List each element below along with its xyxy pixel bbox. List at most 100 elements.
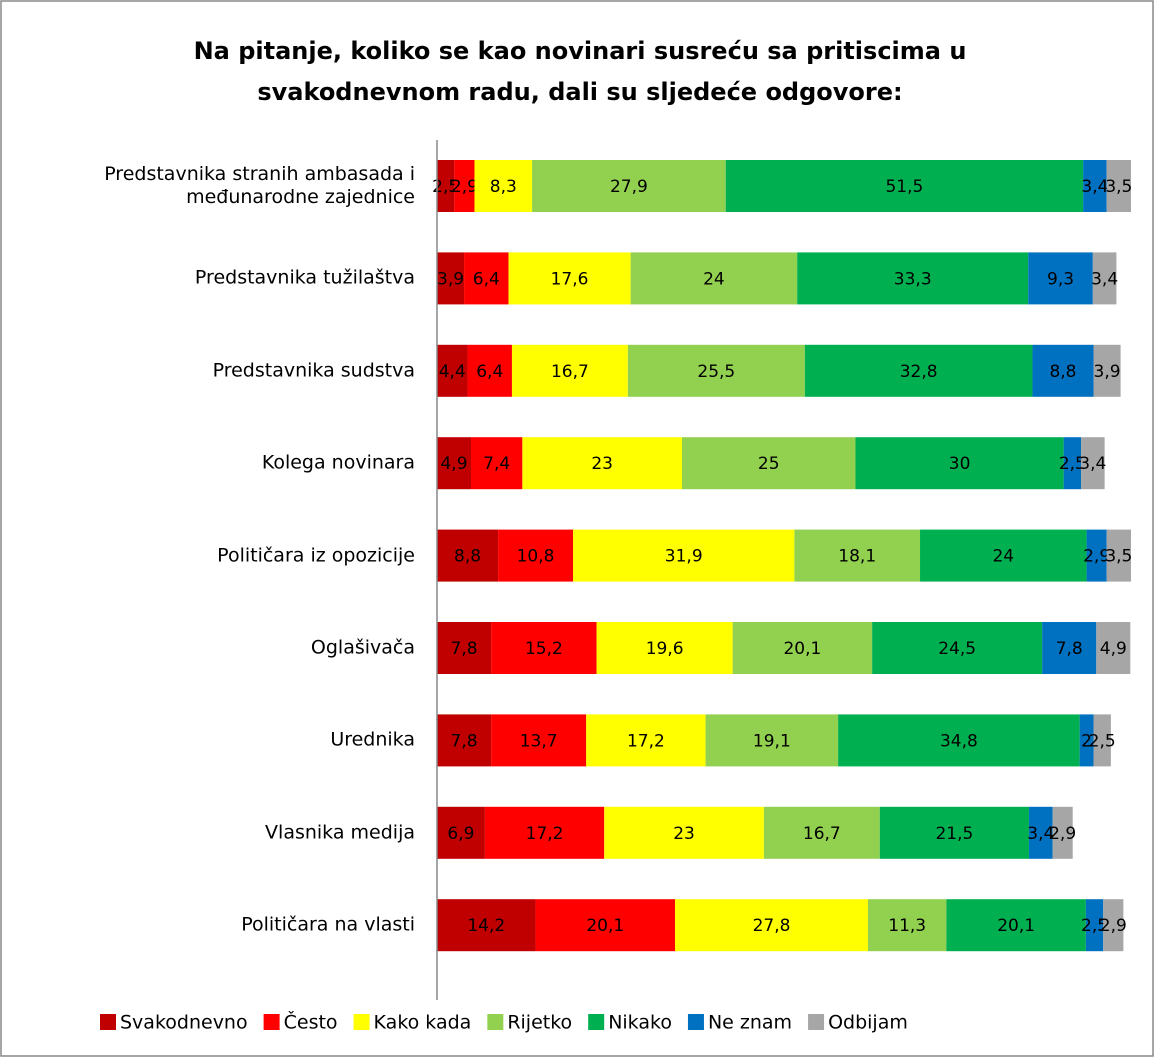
data-label: 2,9 [451,177,478,197]
data-label: 6,9 [447,824,474,844]
data-label: 3,9 [437,269,464,289]
data-label: 7,8 [451,639,478,659]
bar-segment [794,529,921,582]
bar-segment [630,252,798,305]
data-label: 17,2 [627,731,665,751]
legend-label: Nikako [608,1012,672,1034]
data-label: 7,8 [1056,639,1083,659]
bar-segment [867,899,947,952]
bar-segment [437,252,465,305]
data-label: 6,4 [476,362,503,382]
data-label: 2,9 [1100,916,1127,936]
data-label: 20,1 [783,639,821,659]
bar-segment [1093,344,1121,397]
bar-segment [705,714,839,767]
data-label: 2,5 [1089,731,1116,751]
data-label: 32,8 [900,362,938,382]
data-label: 4,9 [440,454,467,474]
data-label: 24,5 [938,639,976,659]
data-label: 10,8 [517,547,555,567]
bar-segment [596,622,733,674]
category-label: Urednika [330,728,415,751]
bar-segment [681,437,856,490]
chart-title: Na pitanje, koliko se kao novinari susre… [194,37,967,65]
bar-segment [1063,437,1082,490]
category-label: Političara iz opozicije [217,544,415,567]
bar-segment [732,622,873,674]
category-label: Predstavnika stranih ambasada i međunaro… [104,163,415,208]
data-label: 2,5 [1081,916,1108,936]
data-label: 33,3 [894,269,932,289]
bar-segment [1028,806,1053,859]
bar-segment [437,437,472,490]
bar-segment [511,344,628,397]
bar-segment [855,437,1064,490]
data-label: 8,8 [454,547,481,567]
data-label: 3,4 [1027,824,1054,844]
legend-swatch [687,1014,704,1030]
data-label: 17,2 [526,824,564,844]
bar-segment [1052,806,1073,859]
data-label: 16,7 [803,824,841,844]
data-label: 3,4 [1091,269,1118,289]
category-label: Predstavnika tužilaštva [194,266,415,289]
bar-segment [725,160,1084,212]
data-label: 8,3 [490,177,517,197]
bar-segment [1085,899,1104,952]
category-label: Predstavnika sudstva [212,359,415,382]
data-label: 4,9 [1100,639,1127,659]
data-label: 51,5 [885,177,923,197]
bar-segment [1032,344,1094,397]
data-label: 17,6 [551,269,589,289]
data-label: 4,4 [439,362,466,382]
data-label: 21,5 [935,824,973,844]
bar-segment [627,344,805,397]
data-label: 2,9 [1083,547,1110,567]
data-label: 7,8 [451,731,478,751]
bar-segment [604,806,764,859]
data-label: 14,2 [467,916,505,936]
data-label: 34,8 [940,731,978,751]
bar-segment [763,806,880,859]
legend-swatch [353,1014,370,1030]
data-label: 30 [949,454,971,474]
bar-segment [586,714,706,767]
bar-segment [1106,160,1131,212]
bar-segment [1106,529,1131,582]
data-label: 2,5 [1059,454,1086,474]
bar-segment [946,899,1086,952]
legend-swatch [100,1014,116,1030]
bar-segment [872,622,1043,674]
data-label: 24 [992,547,1014,567]
bar-segment [1081,437,1105,490]
bar-segment [1086,529,1107,582]
bar-segment [1096,622,1131,674]
data-label: 31,9 [665,547,703,567]
bar-segment [522,437,682,490]
legend-swatch [487,1014,504,1030]
data-label: 3,4 [1081,177,1108,197]
data-label: 20,1 [997,916,1035,936]
bar-segment [1092,252,1117,305]
data-label: 19,1 [753,731,791,751]
data-label: 7,4 [483,454,510,474]
data-label: 15,2 [525,639,563,659]
legend-swatch [808,1014,825,1030]
bar-segment [471,437,523,490]
data-label: 2 [1081,731,1092,751]
category-label: Oglašivača [310,636,415,659]
data-label: 27,8 [753,916,791,936]
data-label: 8,8 [1049,362,1076,382]
legend-label: Ne znam [708,1012,792,1034]
legend-label: Često [284,1010,338,1034]
bar-segment [474,160,533,212]
bar-segment [1093,714,1111,767]
category-label: Političara na vlasti [241,913,415,936]
bar-segment [437,622,492,674]
bar-segment [1103,899,1124,952]
data-label: 23 [673,824,695,844]
bar-segment [1028,252,1093,305]
bar-segment [437,899,536,952]
